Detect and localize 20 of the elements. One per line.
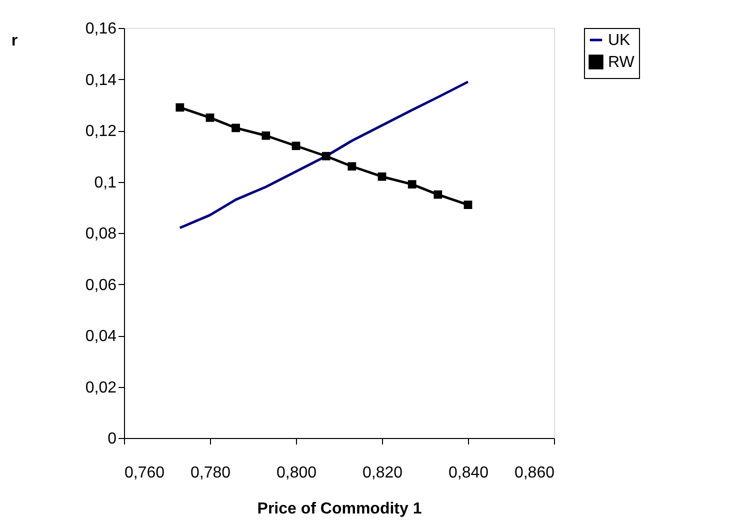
legend-label: UK [608, 32, 631, 49]
y-tick-label: 0,04 [85, 328, 117, 345]
y-tick-label: 0,02 [85, 379, 117, 396]
y-tick-label: 0,12 [85, 123, 117, 140]
x-tick-label: 0,780 [190, 464, 231, 482]
legend-label: RW [608, 54, 636, 71]
x-tick-label: 0,820 [362, 464, 403, 482]
y-tick-label: 0,14 [85, 72, 117, 89]
x-tick-label: 0,840 [448, 464, 489, 482]
x-axis-title: Price of Commodity 1 [257, 500, 422, 518]
line-series [178, 80, 470, 230]
x-tick-label: 0,860 [514, 464, 555, 482]
y-tick-label: 0,16 [85, 20, 117, 38]
x-tick-label: 0,800 [276, 464, 317, 482]
y-tick-label: 0,06 [85, 276, 117, 294]
y-tick-label: 0 [108, 430, 117, 448]
y-tick-label: 0,08 [85, 226, 117, 242]
x-tick-label: 0,760 [124, 464, 165, 482]
y-axis-title: r [11, 32, 18, 50]
y-tick-label: 0,1 [94, 174, 117, 192]
